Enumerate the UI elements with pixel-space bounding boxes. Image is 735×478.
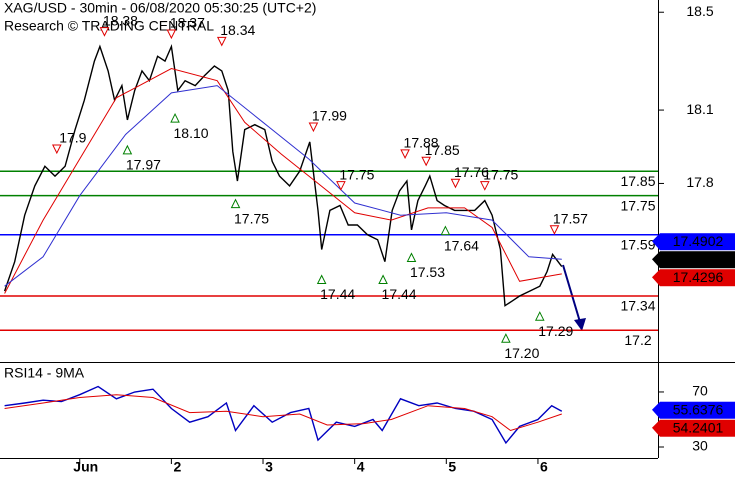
pivot-label: 18.37 [170,15,205,31]
price-tag-pointer [652,419,660,437]
chart-subtitle: Research © TRADING CENTRAL [4,18,214,34]
pivot-marker [450,178,461,189]
price-tag-pointer [652,233,660,251]
pivot-label: 17.99 [312,108,347,124]
pivot-marker [170,112,180,123]
pivot-marker [216,36,227,47]
pivot-marker [166,29,177,40]
y-tick-label: 70 [692,383,708,399]
price-tag-pointer [652,401,660,419]
pivot-marker [406,252,417,262]
x-tick-label: 5 [448,459,456,475]
forecast-arrow [562,264,581,323]
y-tick-label: 30 [692,438,708,454]
x-tick-label: 2 [173,459,181,475]
pivot-marker [549,225,560,235]
pivot-label: 18.38 [103,12,138,28]
level-label: 17.2 [624,332,651,348]
pivot-marker [440,225,451,236]
price-tag-label: 54.2401 [673,419,724,435]
pivot-label: 17.44 [382,286,417,302]
pivot-marker [52,144,62,155]
pivot-label: 17.53 [410,264,445,280]
price-tag [660,269,735,287]
pivot-marker [501,333,511,343]
pivot-label: 17.75 [483,166,518,182]
pivot-marker [421,156,431,167]
level-label: 17.75 [620,197,655,213]
level-label: 17.59 [620,237,655,253]
rsi-title: RSI14 - 9MA [4,365,85,381]
level-label: 17.34 [620,298,655,314]
price-tag [660,401,735,419]
pivot-label: 17.75 [339,166,374,182]
pivot-marker [479,181,490,191]
x-tick-label: 3 [265,459,273,475]
pivot-label: 18.34 [220,22,255,38]
x-tick-label: Jun [73,459,98,475]
pivot-marker [378,274,388,284]
pivot-label: 18.10 [174,125,209,141]
y-tick-label: 17.8 [686,174,713,190]
y-tick-label: 18.1 [686,101,713,117]
price-tag [660,419,735,437]
pivot-marker [308,122,319,133]
price-tag-label: 17.4902 [673,233,724,249]
forecast-arrow-head [574,318,586,331]
pivot-label: 17.9 [59,130,86,146]
price-tag-pointer [652,251,660,269]
x-tick-label: 4 [357,459,365,475]
pivot-label: 17.44 [320,286,355,302]
pivot-label: 17.97 [126,157,161,173]
pivot-marker [99,27,110,37]
series-line [4,394,562,432]
pivot-marker [400,149,410,159]
pivot-label: 17.57 [553,210,588,226]
price-tag [660,251,735,269]
pivot-marker [230,198,241,209]
pivot-label: 17.88 [404,135,439,151]
price-tag-pointer [652,269,660,287]
level-label: 17.85 [620,173,655,189]
pivot-label: 17.75 [234,210,269,226]
series-line [3,43,563,307]
pivot-label: 17.64 [444,237,479,253]
pivot-label: 17.20 [504,345,539,361]
pivot-marker [336,181,346,191]
pivot-marker [122,144,133,155]
price-tag-label: 55.6376 [673,401,724,417]
chart-title: XAG/USD - 30min - 06/08/2020 05:30:25 (U… [4,0,316,16]
pivot-label: 17.85 [425,142,460,158]
series-line [4,85,562,287]
price-tag-label: 17.4889 [673,251,724,267]
pivot-marker [316,274,327,284]
x-tick-label: 6 [540,459,548,475]
y-tick-label: 18.5 [686,3,713,19]
pivot-marker [534,311,545,321]
price-tag [660,233,735,251]
pivot-label: 17.29 [538,323,573,339]
price-tag-label: 17.4296 [673,269,724,285]
pivot-label: 17.76 [454,164,489,180]
series-line [4,385,563,445]
